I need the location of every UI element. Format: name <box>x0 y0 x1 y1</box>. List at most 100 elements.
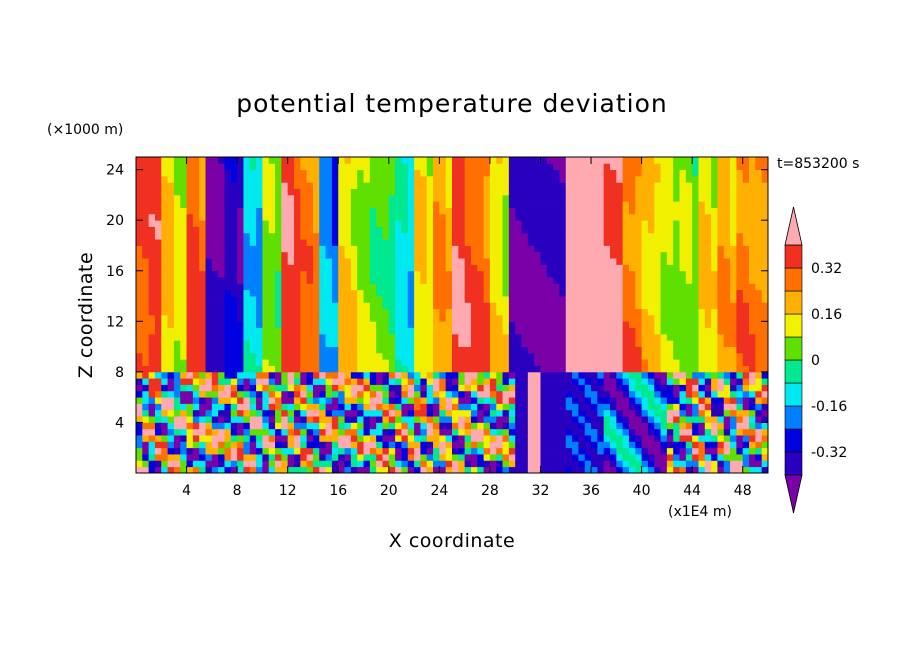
heatmap-cell <box>572 441 579 449</box>
heatmap-cell <box>363 403 371 411</box>
heatmap-cell <box>698 435 706 442</box>
heatmap-cell <box>597 289 605 297</box>
heatmap-cell <box>300 422 308 430</box>
heatmap-cell <box>344 447 352 455</box>
heatmap-cell <box>154 390 162 398</box>
heatmap-cell <box>357 371 364 379</box>
heatmap-cell <box>357 182 364 189</box>
heatmap-cell <box>433 213 440 221</box>
heatmap-cell <box>572 435 579 442</box>
heatmap-cell <box>243 315 251 322</box>
heatmap-cell <box>622 289 630 297</box>
heatmap-cell <box>407 359 415 366</box>
heatmap-cell <box>268 289 276 297</box>
heatmap-cell <box>572 157 579 164</box>
heatmap-cell <box>521 157 529 164</box>
heatmap-cell <box>401 340 409 347</box>
heatmap-cell <box>730 359 737 366</box>
heatmap-cell <box>673 384 680 392</box>
heatmap-cell <box>483 264 491 272</box>
heatmap-cell <box>414 308 421 316</box>
heatmap-cell <box>540 371 548 379</box>
heatmap-cell <box>167 163 175 171</box>
heatmap-cell <box>376 264 383 272</box>
heatmap-cell <box>445 239 453 246</box>
heatmap-cell <box>704 365 712 373</box>
heatmap-cell <box>483 220 491 227</box>
heatmap-cell <box>180 232 187 240</box>
heatmap-cell <box>515 302 522 310</box>
heatmap-cell <box>755 315 763 322</box>
heatmap-cell <box>136 321 143 329</box>
heatmap-cell <box>616 239 624 246</box>
heatmap-cell <box>218 346 225 354</box>
heatmap-cell <box>205 327 213 335</box>
heatmap-cell <box>243 213 251 221</box>
heatmap-cell <box>237 194 244 202</box>
heatmap-cell <box>281 315 289 322</box>
heatmap-cell <box>205 182 213 189</box>
heatmap-cell <box>736 207 744 215</box>
heatmap-cell <box>704 403 712 411</box>
heatmap-cell <box>275 378 282 385</box>
heatmap-cell <box>287 251 295 259</box>
heatmap-cell <box>256 188 263 196</box>
heatmap-cell <box>470 352 478 360</box>
heatmap-cell <box>584 308 592 316</box>
heatmap-cell <box>249 245 257 253</box>
heatmap-cell <box>654 201 661 208</box>
heatmap-cell <box>243 251 251 259</box>
heatmap-cell <box>515 188 522 196</box>
heatmap-cell <box>546 213 554 221</box>
heatmap-cell <box>357 327 364 335</box>
heatmap-cell <box>230 213 238 221</box>
heatmap-cell <box>527 157 535 164</box>
heatmap-cell <box>685 308 693 316</box>
heatmap-cell <box>275 352 282 360</box>
heatmap-cell <box>426 352 434 360</box>
heatmap-cell <box>692 340 699 347</box>
heatmap-cell <box>420 346 428 354</box>
heatmap-cell <box>597 258 605 265</box>
heatmap-cell <box>401 454 409 461</box>
heatmap-cell <box>287 226 295 234</box>
heatmap-cell <box>331 327 339 335</box>
heatmap-cell <box>565 270 573 278</box>
heatmap-cell <box>553 390 560 398</box>
heatmap-cell <box>287 157 295 164</box>
heatmap-cell <box>521 232 529 240</box>
heatmap-cell <box>749 403 756 411</box>
heatmap-cell <box>502 245 510 253</box>
heatmap-cell <box>610 289 617 297</box>
heatmap-cell <box>565 264 573 272</box>
heatmap-cell <box>376 466 383 473</box>
heatmap-cell <box>755 441 763 449</box>
heatmap-cell <box>142 277 150 284</box>
heatmap-cell <box>325 397 333 404</box>
heatmap-cell <box>262 409 270 417</box>
heatmap-cell <box>591 289 598 297</box>
heatmap-cell <box>154 352 162 360</box>
heatmap-cell <box>395 296 402 303</box>
heatmap-cell <box>414 460 421 468</box>
heatmap-cell <box>331 340 339 347</box>
heatmap-cell <box>161 207 168 215</box>
heatmap-cell <box>433 239 440 246</box>
heatmap-cell <box>382 251 390 259</box>
heatmap-cell <box>388 277 396 284</box>
heatmap-cell <box>591 346 598 354</box>
heatmap-cell <box>161 296 168 303</box>
heatmap-cell <box>565 466 573 473</box>
heatmap-cell <box>230 365 238 373</box>
heatmap-cell <box>578 175 586 183</box>
heatmap-cell <box>445 422 453 430</box>
heatmap-cell <box>698 460 706 468</box>
heatmap-cell <box>414 213 421 221</box>
heatmap-cell <box>711 194 718 202</box>
heatmap-cell <box>464 352 472 360</box>
heatmap-cell <box>559 447 567 455</box>
heatmap-cell <box>167 232 175 240</box>
heatmap-cell <box>553 194 560 202</box>
heatmap-cell <box>199 258 206 265</box>
heatmap-cell <box>685 207 693 215</box>
